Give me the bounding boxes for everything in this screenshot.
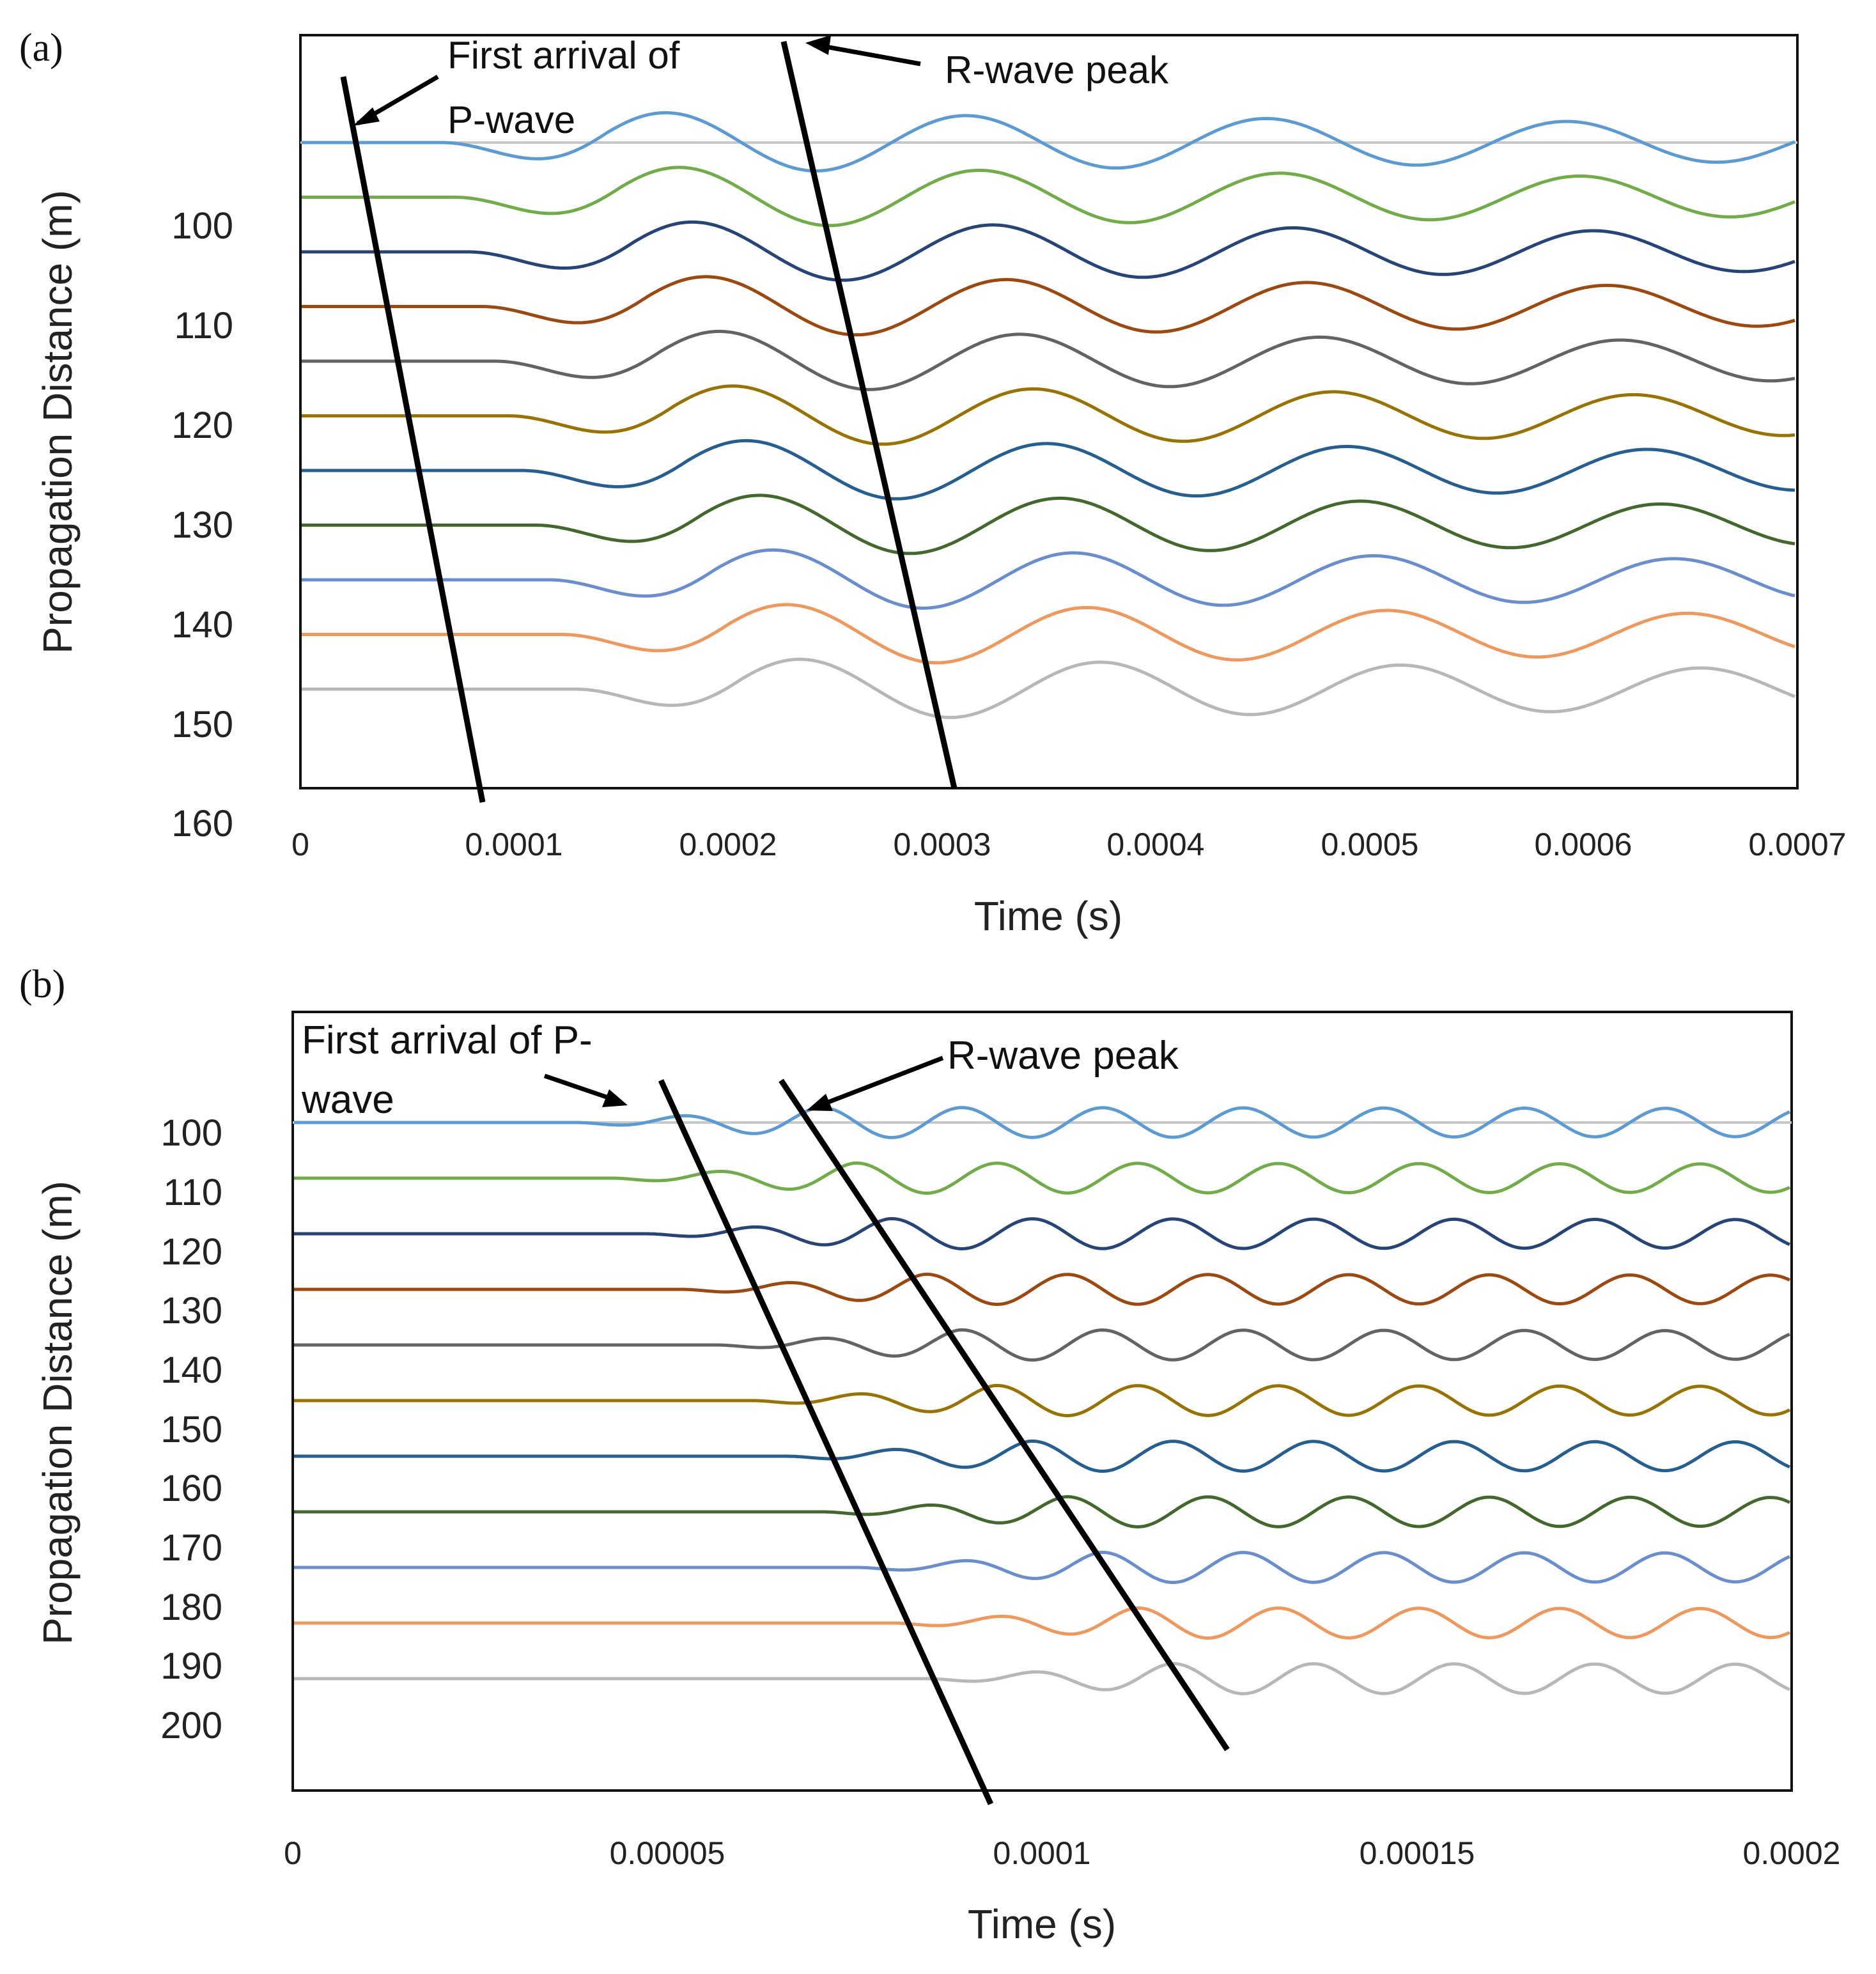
- panel-a-y-axis-title: Propagation Distance (m): [35, 190, 81, 654]
- panel-a-x-tick: 0.0004: [1107, 827, 1205, 862]
- panel-b-p-wave-arrowhead: [602, 1089, 628, 1107]
- panel-b-y-tick: 100: [160, 1112, 222, 1154]
- panel-b-x-tick: 0.00015: [1360, 1835, 1475, 1871]
- panel-b-r-wave-arrowhead: [807, 1094, 833, 1111]
- panel-a-y-tick: 140: [171, 604, 233, 646]
- panel-a-r-wave-line: [780, 40, 957, 789]
- waveform-trace: [302, 548, 1795, 610]
- panel-b-x-tick: 0.00005: [610, 1835, 725, 1871]
- panel-a-p-wave-label-2: P-wave: [447, 98, 575, 141]
- panel-b-x-tick: 0.0002: [1743, 1835, 1841, 1871]
- panel-b: (b) 100 110 120 130 140 150 160 170 180 …: [19, 963, 1840, 1947]
- waveform-trace: [302, 111, 1795, 173]
- waveform-trace: [294, 1105, 1791, 1140]
- panel-b-y-tick: 130: [160, 1290, 222, 1332]
- panel-a-y-tick: 110: [174, 305, 233, 346]
- panel-a-y-tick: 130: [171, 504, 233, 546]
- panel-a: (a) 100 110 120 130 140 150 160 0 0.0001…: [19, 26, 1846, 939]
- panel-b-y-tick: 200: [160, 1705, 222, 1746]
- panel-b-x-tick: 0: [284, 1835, 302, 1871]
- panel-a-plot-frame: [299, 34, 1799, 789]
- waveform-trace: [302, 275, 1795, 337]
- panel-a-p-wave-arrowhead: [353, 107, 380, 126]
- panel-b-r-wave-line: [779, 1078, 1230, 1752]
- panel-b-p-wave-line: [658, 1079, 994, 1805]
- panel-a-x-tick: 0: [291, 827, 309, 862]
- waveform-trace: [302, 220, 1795, 282]
- waveform-trace: [294, 1161, 1791, 1195]
- panel-b-y-tick: 170: [160, 1527, 222, 1569]
- panel-b-p-wave-label-2: wave: [301, 1078, 394, 1122]
- waveform-trace: [294, 1495, 1791, 1529]
- panel-a-r-wave-label: R-wave peak: [945, 49, 1169, 91]
- waveform-trace: [294, 1661, 1791, 1696]
- panel-b-y-tick: 160: [160, 1468, 222, 1509]
- waveform-trace: [294, 1383, 1791, 1417]
- panel-b-x-tick: 0.0001: [993, 1835, 1091, 1871]
- panel-a-p-wave-label-1: First arrival of: [447, 34, 680, 77]
- panel-b-y-tick: 140: [160, 1349, 222, 1391]
- waveform-trace: [302, 439, 1795, 501]
- panel-a-y-tick: 120: [171, 405, 233, 446]
- waveform-trace: [302, 494, 1795, 556]
- panel-a-y-tick: 160: [171, 803, 233, 844]
- waveform-trace: [294, 1606, 1791, 1640]
- waveform-trace: [294, 1272, 1791, 1307]
- panel-a-y-tick: 150: [171, 704, 233, 745]
- panel-b-p-wave-arrow: [543, 1073, 619, 1103]
- waveform-trace: [294, 1328, 1790, 1362]
- panel-b-x-ticks: 0 0.00005 0.0001 0.00015 0.0002: [284, 1835, 1840, 1871]
- waveform-trace: [302, 329, 1795, 391]
- panel-b-r-wave-label: R-wave peak: [947, 1034, 1179, 1078]
- panel-b-r-wave-arrow: [816, 1055, 944, 1109]
- panel-b-x-axis-title: Time (s): [968, 1901, 1116, 1947]
- waveform-trace: [294, 1439, 1791, 1473]
- panel-b-y-axis-title: Propagation Distance (m): [35, 1181, 81, 1645]
- waveform-trace: [302, 384, 1795, 446]
- panel-b-label: (b): [19, 963, 65, 1006]
- panel-a-x-ticks: 0 0.0001 0.0002 0.0003 0.0004 0.0005 0.0…: [291, 827, 1846, 862]
- panel-a-x-tick: 0.0007: [1749, 827, 1847, 862]
- panel-a-x-tick: 0.0005: [1321, 827, 1419, 862]
- panel-a-y-ticks: 100 110 120 130 140 150 160: [171, 205, 233, 844]
- panel-b-y-tick: 150: [160, 1409, 222, 1450]
- panel-a-p-wave-line: [340, 76, 486, 803]
- panel-a-traces: [302, 111, 1795, 719]
- waveform-trace: [302, 603, 1795, 665]
- panel-a-label: (a): [19, 26, 63, 70]
- panel-a-x-tick: 0.0003: [894, 827, 991, 862]
- panel-b-p-wave-label-1: First arrival of P-: [302, 1018, 593, 1062]
- panel-a-r-wave-arrowhead: [805, 35, 831, 55]
- panel-a-x-tick: 0.0002: [679, 827, 777, 862]
- waveform-trace: [302, 166, 1795, 228]
- panel-b-plot-frame: [291, 1011, 1793, 1792]
- panel-b-y-tick: 180: [160, 1587, 222, 1628]
- panel-a-x-axis-title: Time (s): [974, 893, 1122, 939]
- panel-b-y-tick: 120: [160, 1231, 222, 1273]
- panel-b-traces: [294, 1105, 1791, 1696]
- panel-a-y-tick: 100: [171, 205, 233, 247]
- waveform-trace: [294, 1550, 1791, 1585]
- waveform-trace: [294, 1216, 1791, 1251]
- waveform-trace: [302, 657, 1795, 719]
- panel-b-y-ticks: 100 110 120 130 140 150 160 170 180 190 …: [160, 1112, 222, 1746]
- panel-a-r-wave-arrow: [814, 42, 921, 66]
- panel-b-y-tick: 110: [164, 1172, 222, 1213]
- panel-a-x-tick: 0.0001: [465, 827, 563, 862]
- panel-a-x-tick: 0.0006: [1535, 827, 1632, 862]
- panel-b-y-tick: 190: [160, 1645, 222, 1687]
